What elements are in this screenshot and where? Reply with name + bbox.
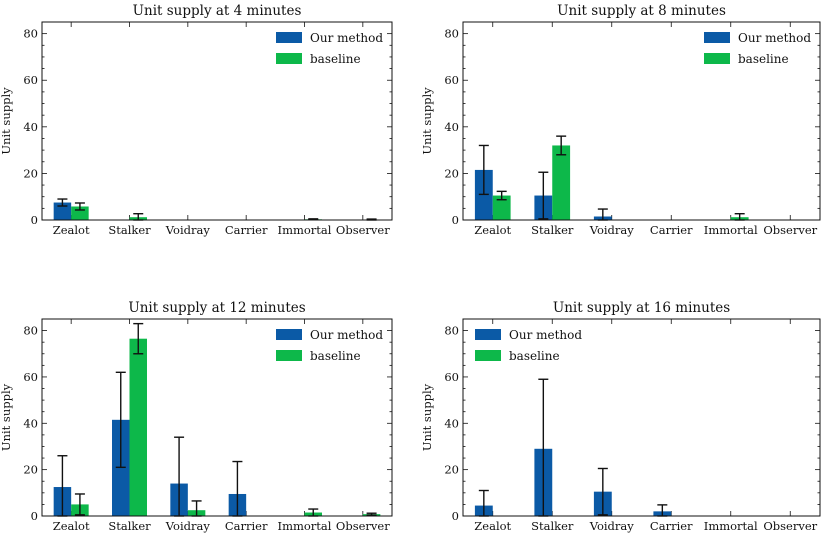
legend-label-our-method: Our method xyxy=(310,328,383,342)
legend-label-baseline: baseline xyxy=(509,349,560,363)
y-tick-label: 80 xyxy=(444,324,459,338)
chart-title: Unit supply at 12 minutes xyxy=(128,300,305,316)
y-axis-label: Unit supply xyxy=(420,87,434,155)
legend-swatch-our-method xyxy=(704,32,730,43)
plot-frame xyxy=(41,318,393,517)
x-tick-label: Carrier xyxy=(650,519,693,533)
legend-swatch-our-method xyxy=(475,329,501,340)
x-tick-label: Zealot xyxy=(53,223,90,237)
x-tick-label: Voidray xyxy=(165,223,211,237)
legend-label-baseline: baseline xyxy=(310,52,361,66)
legend-label-our-method: Our method xyxy=(509,328,582,342)
x-tick-label: Stalker xyxy=(108,519,151,533)
plot-frame xyxy=(462,318,821,517)
x-tick-label: Zealot xyxy=(53,519,90,533)
legend-swatch-baseline xyxy=(276,53,302,64)
y-tick-label: 20 xyxy=(23,166,38,180)
x-tick-label: Stalker xyxy=(531,519,574,533)
x-tick-label: Immortal xyxy=(278,223,332,237)
y-tick-label: 0 xyxy=(452,213,459,227)
chart-panel-1: Unit supply at 4 minutes Unit supply 0 20 40… xyxy=(0,3,393,237)
x-tick-label: Observer xyxy=(763,223,817,237)
y-tick-label: 20 xyxy=(23,463,38,477)
y-axis-label: Unit supply xyxy=(420,383,434,451)
x-tick-label: Immortal xyxy=(704,223,758,237)
plot-frame xyxy=(462,21,821,221)
y-tick-label: 80 xyxy=(23,324,38,338)
chart-title: Unit supply at 8 minutes xyxy=(557,3,726,19)
y-tick-label: 20 xyxy=(444,166,459,180)
legend-swatch-baseline xyxy=(276,350,302,361)
y-tick-label: 80 xyxy=(23,27,38,41)
bar-our-method-zealot xyxy=(53,202,72,220)
x-tick-label: Zealot xyxy=(474,519,511,533)
y-tick-label: 0 xyxy=(31,509,38,523)
y-tick-label: 40 xyxy=(444,120,459,134)
x-tick-label: Immortal xyxy=(278,519,332,533)
x-tick-label: Voidray xyxy=(589,223,635,237)
x-tick-label: Immortal xyxy=(704,519,758,533)
y-tick-label: 60 xyxy=(23,73,38,87)
x-tick-label: Carrier xyxy=(225,519,268,533)
y-tick-label: 40 xyxy=(444,416,459,430)
y-tick-label: 40 xyxy=(23,120,38,134)
y-tick-label: 60 xyxy=(444,73,459,87)
x-tick-label: Voidray xyxy=(589,519,635,533)
legend-swatch-our-method xyxy=(276,329,302,340)
chart-title: Unit supply at 4 minutes xyxy=(133,3,302,19)
bar-baseline-stalker xyxy=(552,145,571,220)
legend-swatch-baseline xyxy=(475,350,501,361)
bar-baseline-stalker xyxy=(129,338,147,516)
x-tick-label: Carrier xyxy=(225,223,268,237)
y-tick-label: 60 xyxy=(23,370,38,384)
y-tick-label: 60 xyxy=(444,370,459,384)
legend-label-baseline: baseline xyxy=(738,52,789,66)
y-axis-label: Unit supply xyxy=(0,87,13,155)
y-tick-label: 0 xyxy=(31,213,38,227)
legend-label-our-method: Our method xyxy=(310,31,383,45)
y-tick-label: 20 xyxy=(444,463,459,477)
x-tick-label: Observer xyxy=(336,223,390,237)
y-tick-label: 40 xyxy=(23,416,38,430)
x-tick-label: Observer xyxy=(763,519,817,533)
x-tick-label: Zealot xyxy=(474,223,511,237)
legend-label-our-method: Our method xyxy=(738,31,811,45)
chart-panel-3: Unit supply at 12 minutes Unit supply 0 20 4… xyxy=(0,300,393,533)
x-tick-label: Carrier xyxy=(650,223,693,237)
plot-frame xyxy=(41,21,393,221)
x-tick-label: Stalker xyxy=(531,223,574,237)
legend-swatch-baseline xyxy=(704,53,730,64)
x-tick-label: Voidray xyxy=(165,519,211,533)
chart-panel-2: Unit supply at 8 minutes Unit supply 0 20 40… xyxy=(420,3,821,237)
y-tick-label: 80 xyxy=(444,27,459,41)
bar-baseline-zealot xyxy=(492,195,511,220)
y-axis-label: Unit supply xyxy=(0,383,13,451)
chart-panel-4: Unit supply at 16 minutes Unit supply 0 20 4… xyxy=(420,300,821,533)
x-tick-label: Stalker xyxy=(108,223,151,237)
y-tick-label: 0 xyxy=(452,509,459,523)
x-tick-label: Observer xyxy=(336,519,390,533)
legend-swatch-our-method xyxy=(276,32,302,43)
legend-label-baseline: baseline xyxy=(310,349,361,363)
chart-title: Unit supply at 16 minutes xyxy=(553,300,730,316)
